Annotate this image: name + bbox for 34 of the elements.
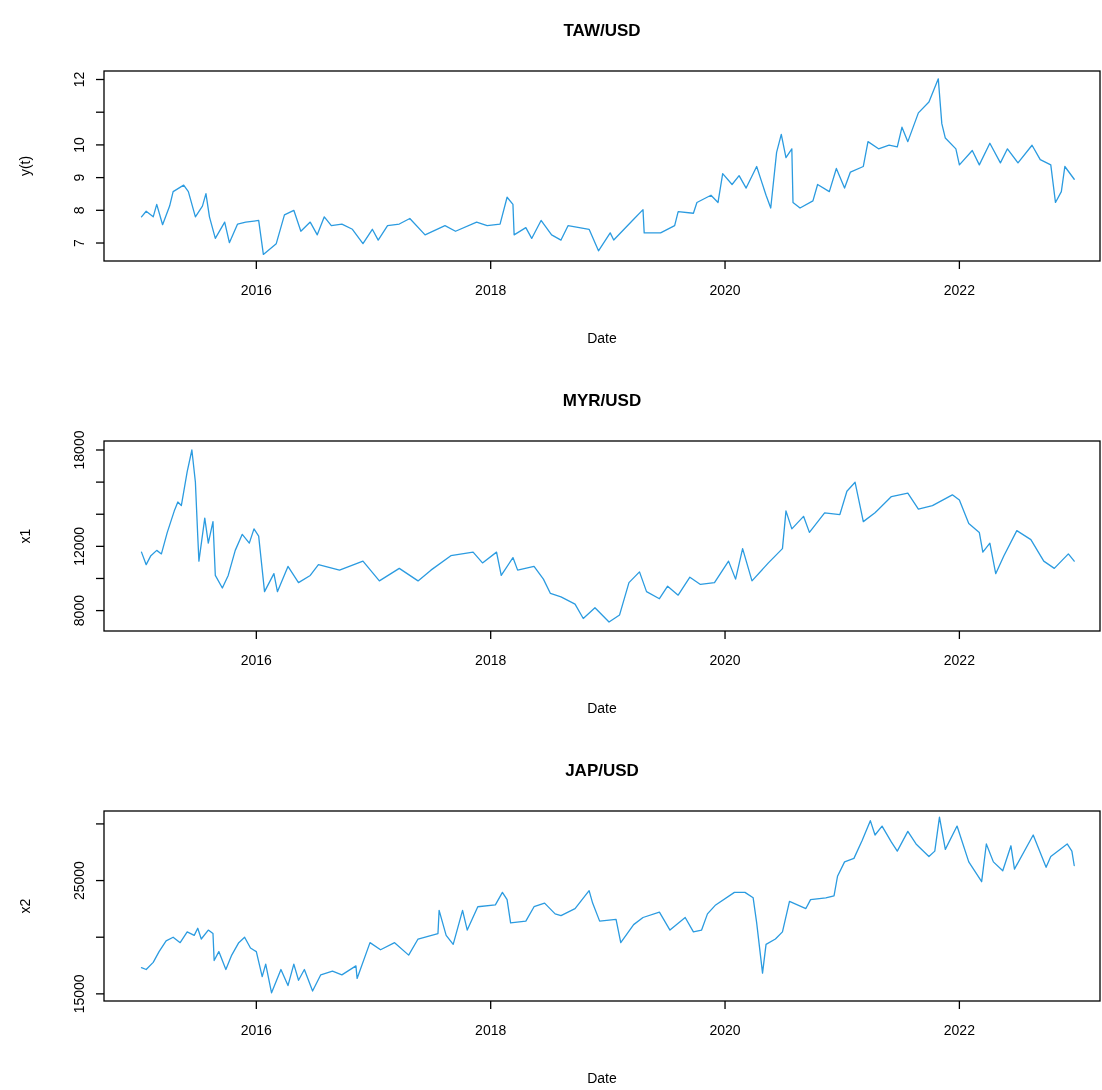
- y-tick-label: 15000: [71, 974, 87, 1014]
- x-tick-label: 2020: [709, 1022, 741, 1038]
- x-tick-label: 2018: [475, 282, 507, 298]
- x-axis-title: Date: [587, 1070, 617, 1086]
- y-tick-label: 7: [71, 238, 87, 247]
- y-tick-label: 25000: [71, 860, 87, 901]
- x-tick-label: 2022: [943, 282, 976, 298]
- y-axis-title: y(t): [17, 155, 33, 177]
- y-tick-label: 18000: [71, 430, 87, 470]
- x-axis-title: Date: [587, 700, 617, 716]
- x-tick-label: 2022: [943, 652, 976, 668]
- chart-title: TAW/USD: [563, 21, 641, 40]
- x-tick-label: 2022: [943, 1022, 976, 1038]
- y-axis-title: x1: [17, 528, 33, 544]
- y-tick-label: 12: [71, 71, 87, 88]
- x-tick-label: 2016: [240, 652, 273, 668]
- y-tick-label: 10: [71, 136, 87, 153]
- line-series: [140, 816, 1075, 994]
- line-series: [140, 78, 1075, 256]
- y-tick-label: 9: [71, 173, 87, 182]
- chart-title: JAP/USD: [565, 761, 639, 780]
- line-series: [140, 449, 1075, 623]
- x-tick-label: 2016: [240, 282, 273, 298]
- x-tick-label: 2016: [240, 1022, 273, 1038]
- y-axis-title: x2: [17, 898, 33, 914]
- y-tick-label: 8000: [71, 594, 87, 627]
- y-tick-label: 8: [71, 206, 87, 215]
- x-tick-label: 2018: [475, 652, 507, 668]
- y-tick-label: 12000: [71, 526, 87, 566]
- x-axis-title: Date: [587, 330, 617, 346]
- x-tick-label: 2020: [709, 652, 741, 668]
- chart-title: MYR/USD: [562, 391, 642, 410]
- x-tick-label: 2018: [475, 1022, 507, 1038]
- x-tick-label: 2020: [709, 282, 741, 298]
